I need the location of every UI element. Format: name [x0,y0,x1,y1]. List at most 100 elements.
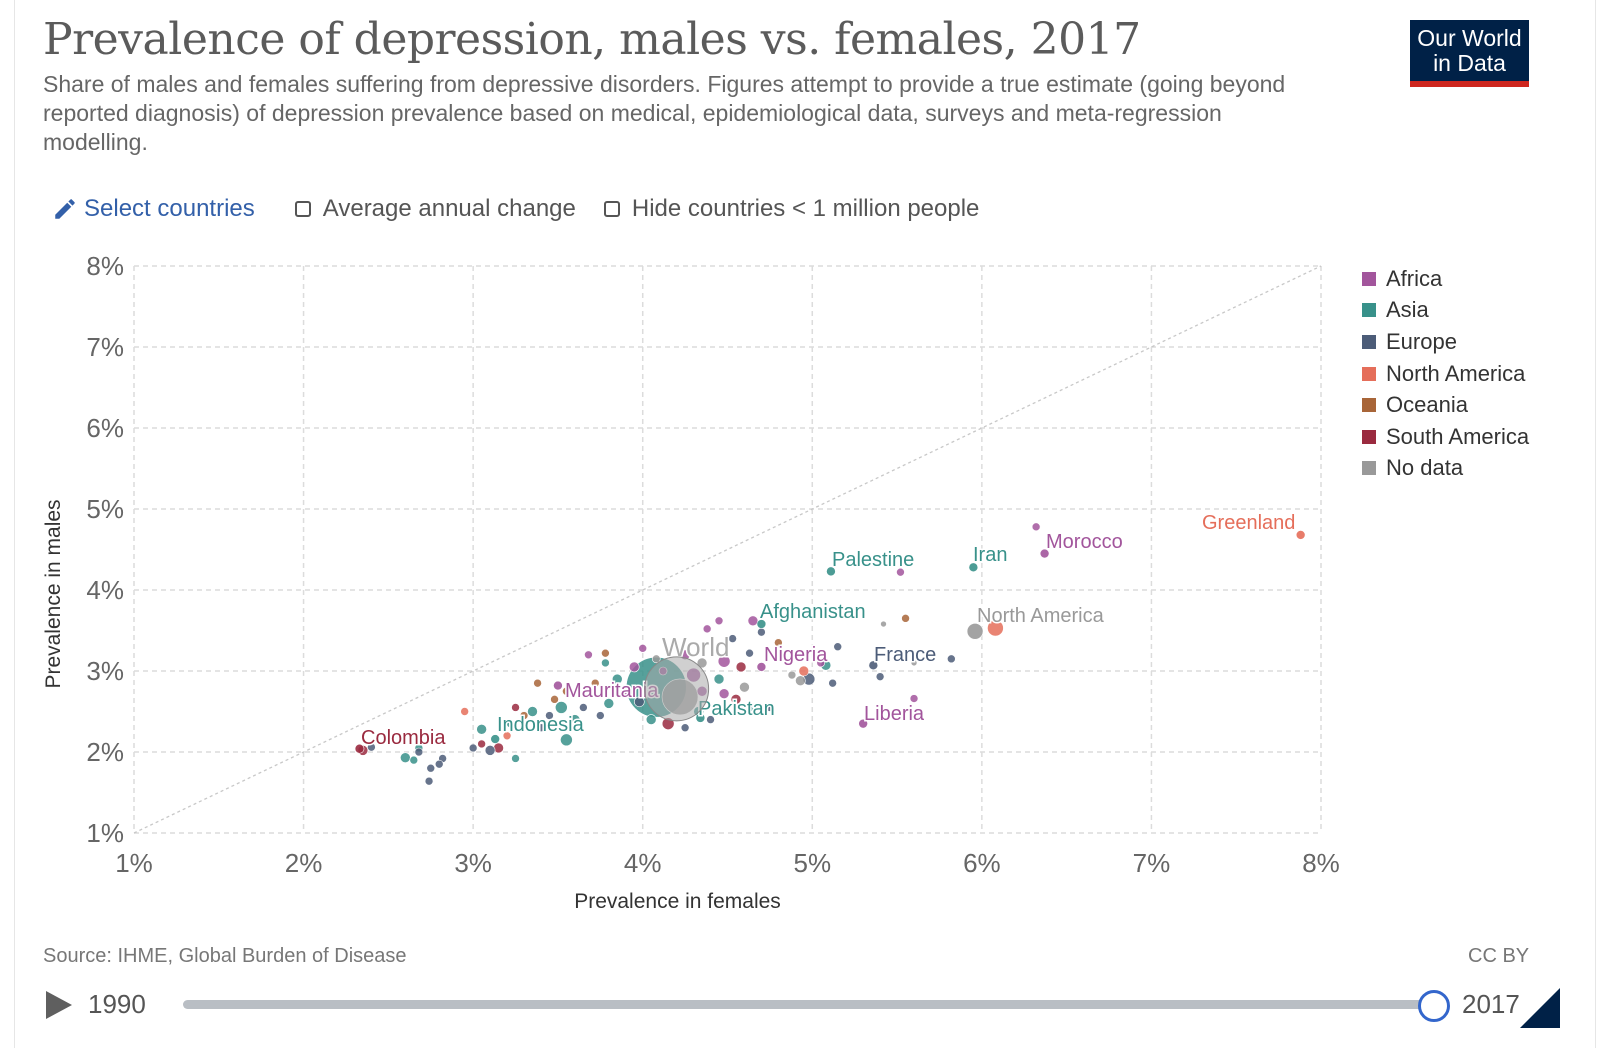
data-point [511,754,520,763]
y-tick-label: 2% [86,737,124,767]
data-point [717,654,731,668]
x-tick-label: 6% [963,848,1001,878]
x-tick-label: 2% [285,848,323,878]
timeline-track[interactable] [183,1000,1433,1009]
data-point [611,673,623,685]
data-point [901,614,910,623]
y-tick-label: 3% [86,656,124,686]
chart-controls: Select countries Average annual change H… [52,192,1007,226]
data-point [596,711,605,720]
legend-item-no-data[interactable]: No data [1362,453,1529,485]
labeled-point [756,662,767,672]
legend-label: Africa [1386,265,1443,291]
chart-card [14,0,1596,1048]
legend-item-africa[interactable]: Africa [1362,263,1529,295]
pencil-icon [55,199,75,219]
data-point [590,678,600,688]
data-point [409,755,419,765]
data-point [601,658,610,668]
point-label: Nigeria [764,644,828,666]
chart-subtitle: Share of males and females suffering fro… [43,71,1286,155]
data-point [424,776,434,786]
point-label: Palestine [832,549,914,571]
legend-label: No data [1386,455,1464,481]
data-point [569,714,581,725]
x-tick-label: 4% [624,848,662,878]
point-label: France [874,644,936,666]
play-icon[interactable] [46,991,72,1019]
legend-swatch [1362,303,1376,318]
data-point [426,763,436,773]
hide-small-countries-label: Hide countries < 1 million people [631,195,980,222]
data-point [798,665,810,677]
data-point [735,661,747,673]
select-countries-button[interactable]: Select countries [52,195,255,223]
hide-small-countries-checkbox[interactable]: Hide countries < 1 million people [603,195,980,223]
reference-line [133,265,1322,834]
data-point [519,711,529,720]
data-point [476,724,487,735]
legend-item-oceania[interactable]: Oceania [1362,389,1529,421]
owid-logo[interactable]: Our World in Data [1410,20,1529,87]
data-point [765,703,775,712]
legend-item-south-america[interactable]: South America [1362,421,1529,453]
legend-item-north-america[interactable]: North America [1362,358,1529,390]
data-point [645,714,657,725]
y-axis-label: Prevalence in males [42,499,65,688]
scatter-plot: 1% 2% 3% 4% 5% 6% 7% 8% 1% 2% 3% 4% 5% 6% 7% 8% Prevalen… [42,251,1340,913]
point-label: Greenland [1202,512,1295,534]
labeled-point [966,623,984,640]
data-point [477,739,486,749]
y-tick-label: 6% [86,413,124,443]
average-annual-change-checkbox[interactable]: Average annual change [294,195,576,223]
data-point [987,619,1004,637]
chart-title: Prevalence of depression, males vs. fema… [43,14,1141,65]
checkbox-box[interactable] [603,201,620,217]
legend-swatch [1362,429,1376,444]
legend-swatch [1362,271,1376,286]
legend-swatch [1362,334,1376,349]
labeled-point [858,718,868,729]
data-point [828,678,837,688]
timeline-handle[interactable] [1418,990,1450,1022]
timeline-start-year[interactable]: 1990 [88,989,146,1019]
data-point [747,615,759,627]
data-point [400,752,411,763]
data-point [511,703,520,712]
data-point [1031,522,1041,532]
license-link[interactable]: CC BY [1468,945,1530,967]
data-point [728,634,737,643]
checkbox-box[interactable] [294,201,311,217]
y-tick-label: 5% [86,494,124,524]
y-tick-label: 1% [86,818,124,848]
data-point [545,711,554,720]
y-tick-label: 7% [86,332,124,362]
select-countries-label: Select countries [84,195,255,222]
point-label: Morocco [1046,531,1123,553]
legend-item-europe[interactable]: Europe [1362,326,1529,358]
data-point [774,638,783,647]
legend-label: Oceania [1386,392,1468,418]
source-note[interactable]: Source: IHME, Global Burden of Disease [43,945,407,967]
data-point [909,694,919,703]
legend-label: Europe [1386,328,1457,354]
data-point [468,743,478,753]
point-label: Iran [973,544,1007,566]
data-point [745,648,754,658]
legend-item-asia[interactable]: Asia [1362,295,1529,327]
data-point [706,715,715,724]
data-point [713,673,725,685]
timeline-end-year[interactable]: 2017 [1462,989,1520,1019]
logo-line-2: in Data [1433,50,1506,76]
x-axis-label: Prevalence in females [574,890,781,913]
labeled-point [354,743,365,754]
data-point [833,642,843,652]
labeled-point [968,562,979,573]
data-point [527,706,538,717]
labeled-point [1295,530,1306,540]
y-tick-label: 8% [86,251,124,281]
legend-swatch [1362,366,1376,381]
labeled-point [695,713,706,723]
legend-swatch [1362,461,1376,476]
data-point [579,703,588,712]
